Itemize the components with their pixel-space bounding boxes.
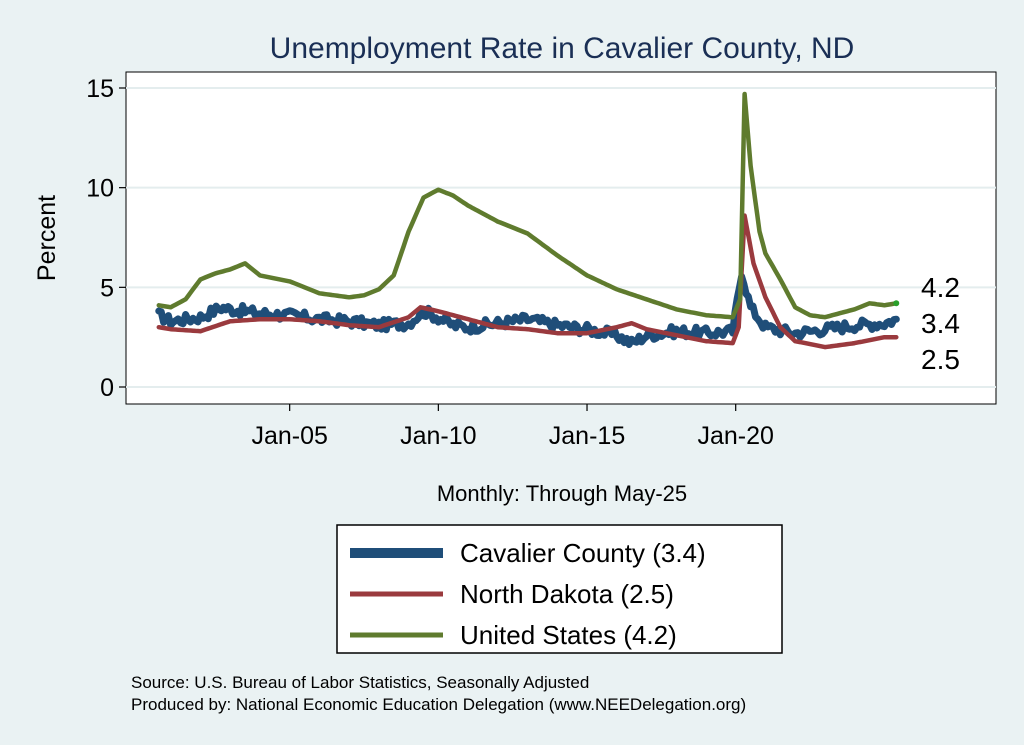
legend-label: United States (4.2) (460, 620, 677, 650)
series-end-marker (893, 300, 900, 307)
plot-area (125, 71, 997, 405)
legend: Cavalier County (3.4) North Dakota (2.5) U… (350, 538, 706, 650)
series-line-north-dakota (156, 213, 899, 350)
chart-title: Unemployment Rate in Cavalier County, ND (270, 32, 855, 65)
end-value-label: 3.4 (921, 308, 960, 339)
end-labels: 4.2 3.4 2.5 (921, 272, 960, 375)
grid (126, 87, 996, 388)
legend-label: Cavalier County (3.4) (460, 538, 706, 568)
x-axis-note: Monthly: Through May-25 (437, 481, 687, 506)
legend-box (336, 524, 783, 654)
y-axis-title: Percent (33, 195, 61, 281)
y-tick-label: 5 (100, 274, 114, 302)
series-layer (155, 91, 900, 350)
end-value-label: 2.5 (921, 344, 960, 375)
series-line-united-states (156, 91, 899, 320)
axes: 0 5 10 15 Jan-05 Jan-10 Jan-15 Jan-20 (86, 75, 774, 450)
x-tick-label: Jan-20 (697, 422, 773, 450)
y-tick-label: 10 (86, 175, 114, 203)
y-tick-label: 15 (86, 75, 114, 103)
x-tick-label: Jan-15 (549, 422, 625, 450)
source-line: Source: U.S. Bureau of Labor Statistics,… (131, 673, 589, 692)
legend-label: North Dakota (2.5) (460, 579, 674, 609)
end-value-label: 4.2 (921, 272, 960, 303)
producer-line: Produced by: National Economic Education… (131, 695, 746, 714)
x-tick-label: Jan-05 (251, 422, 327, 450)
x-tick-label: Jan-10 (400, 422, 476, 450)
y-tick-label: 0 (100, 374, 114, 402)
